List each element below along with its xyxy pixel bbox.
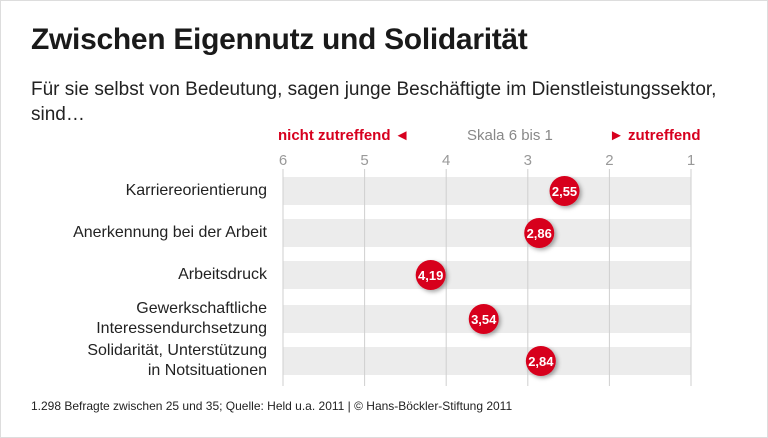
category-label-line: Solidarität, Unterstützung: [87, 342, 267, 359]
right-scale-label: ► zutreffend: [609, 127, 701, 144]
row-band: [283, 219, 691, 247]
tick-label: 5: [360, 152, 368, 169]
scale-label: Skala 6 bis 1: [467, 127, 553, 144]
chart-subtitle: Für sie selbst von Bedeutung, sagen jung…: [31, 79, 717, 125]
category-label-line: Interessendurchsetzung: [96, 320, 267, 337]
category-label-line: in Notsituationen: [147, 362, 267, 379]
data-point: [525, 346, 556, 376]
category-label-line: Arbeitsdruck: [178, 266, 267, 283]
tick-label: 2: [605, 152, 613, 169]
category-label: Karriereorientierung: [126, 181, 267, 201]
data-point: [524, 218, 555, 248]
data-label: 2,55: [552, 184, 577, 199]
data-label: 2,86: [527, 226, 552, 241]
category-label-line: Anerkennung bei der Arbeit: [73, 224, 267, 241]
chart-title: Zwischen Eigennutz und Solidarität: [31, 23, 528, 56]
data-point: [549, 176, 580, 206]
left-scale-label: nicht zutreffend ◄: [278, 127, 410, 144]
category-label-line: Karriereorientierung: [125, 182, 267, 199]
tick-label: 4: [442, 152, 450, 169]
data-point: [415, 260, 446, 290]
data-point: [468, 304, 499, 334]
data-label: 2,84: [528, 354, 554, 369]
category-label: Solidarität, Unterstützung in Notsituatio…: [87, 341, 267, 381]
source-note: 1.298 Befragte zwischen 25 und 35; Quell…: [31, 399, 513, 413]
row-band: [283, 347, 691, 375]
data-label: 4,19: [418, 268, 443, 283]
tick-label: 1: [687, 152, 695, 169]
row-band: [283, 261, 691, 289]
category-label: Gewerkschaftliche Interessendurchsetzung: [96, 299, 267, 339]
data-label: 3,54: [471, 312, 497, 327]
category-label: Anerkennung bei der Arbeit: [73, 223, 267, 243]
tick-label: 6: [279, 152, 287, 169]
category-label: Arbeitsdruck: [178, 265, 267, 285]
tick-label: 3: [524, 152, 532, 169]
category-label-line: Gewerkschaftliche: [136, 300, 267, 317]
row-band: [283, 177, 691, 205]
